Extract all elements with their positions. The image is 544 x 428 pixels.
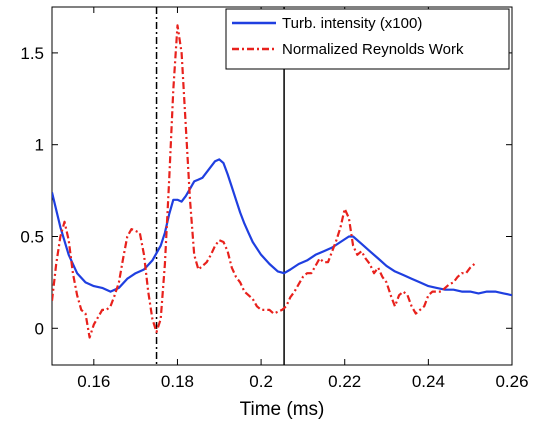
- legend-box: [225, 8, 510, 70]
- x-tick-label-0: 0.16: [77, 372, 110, 391]
- y-tick-label-2: 1: [35, 136, 44, 155]
- x-tick-label-5: 0.26: [495, 372, 528, 391]
- x-axis: 0.16 0.18 0.2 0.22 0.24 0.26: [77, 7, 529, 391]
- series-layer: [52, 24, 512, 339]
- y-tick-label-1: 0.5: [20, 227, 44, 246]
- legend-label-reynolds: Normalized Reynolds Work: [282, 41, 464, 58]
- series-line-1: [52, 24, 476, 339]
- legend: Turb. intensity (x100) Normalized Reynol…: [225, 8, 510, 70]
- legend-label-turbulence: Turb. intensity (x100): [282, 15, 422, 32]
- x-tick-label-2: 0.2: [249, 372, 273, 391]
- y-axis: 0 0.5 1 1.5: [20, 44, 512, 338]
- x-tick-label-3: 0.22: [328, 372, 361, 391]
- x-axis-title: Time (ms): [240, 399, 325, 420]
- y-tick-label-0: 0: [35, 319, 44, 338]
- x-tick-label-4: 0.24: [412, 372, 445, 391]
- x-tick-label-1: 0.18: [161, 372, 194, 391]
- y-tick-label-3: 1.5: [20, 44, 44, 63]
